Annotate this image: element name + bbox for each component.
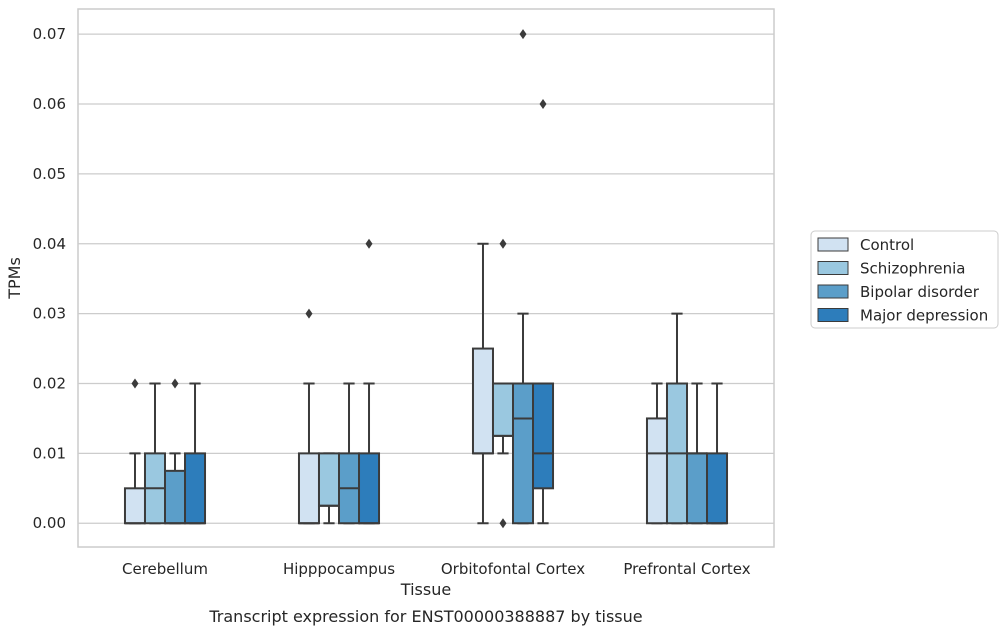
- flier-point: [131, 378, 139, 389]
- x-tick-label: Orbitofontal Cortex: [441, 560, 585, 578]
- legend-label: Schizophrenia: [860, 260, 965, 278]
- flier-point: [539, 99, 547, 110]
- box: [123, 487, 146, 525]
- legend-swatch: [817, 261, 849, 275]
- x-axis-label: Tissue: [400, 580, 451, 599]
- y-tick-label: 0.03: [33, 305, 66, 323]
- y-tick-label: 0.02: [33, 375, 66, 393]
- flier-point: [365, 238, 373, 249]
- y-tick-label: 0.06: [33, 95, 66, 113]
- box: [686, 452, 709, 525]
- y-tick-label: 0.00: [33, 514, 66, 532]
- x-tick-label: Cerebellum: [122, 560, 208, 578]
- box: [317, 452, 340, 507]
- y-axis-label: TPMs: [5, 257, 24, 300]
- box-groups: [123, 29, 729, 529]
- box: [164, 469, 187, 525]
- box: [184, 452, 207, 525]
- y-tick-label: 0.04: [33, 235, 66, 253]
- flier-point: [499, 518, 507, 529]
- legend-swatch: [817, 237, 849, 252]
- x-axis-ticks: Cerebellum Hipppocampus Orbitofontal Corte…: [122, 560, 751, 578]
- flier-point: [499, 238, 507, 249]
- legend: Control Schizophrenia Bipolar disorder Majo…: [810, 230, 999, 329]
- y-tick-label: 0.07: [33, 25, 66, 43]
- box: [706, 452, 729, 525]
- x-tick-label: Prefrontal Cortex: [623, 560, 750, 578]
- box: [645, 417, 668, 525]
- legend-label: Bipolar disorder: [860, 283, 980, 301]
- x-tick-label: Hipppocampus: [283, 560, 395, 578]
- legend-swatch: [817, 284, 849, 299]
- flier-point: [519, 29, 527, 40]
- y-tick-label: 0.05: [33, 165, 66, 183]
- box: [491, 382, 514, 437]
- box: [471, 347, 494, 455]
- y-axis-ticks: 0.00 0.01 0.02 0.03 0.04 0.05 0.06 0.07: [33, 25, 66, 532]
- flier-point: [171, 378, 179, 389]
- legend-swatch: [817, 308, 849, 322]
- legend-frame: [810, 230, 999, 329]
- legend-label: Major depression: [860, 307, 988, 325]
- flier-point: [305, 308, 313, 319]
- chart-caption: Transcript expression for ENST0000038888…: [208, 607, 642, 626]
- box: [512, 382, 535, 525]
- box: [532, 382, 555, 490]
- plot-frame: [77, 8, 775, 548]
- y-tick-label: 0.01: [33, 444, 66, 462]
- box: [358, 452, 381, 525]
- box: [297, 452, 320, 525]
- legend-label: Control: [860, 236, 914, 254]
